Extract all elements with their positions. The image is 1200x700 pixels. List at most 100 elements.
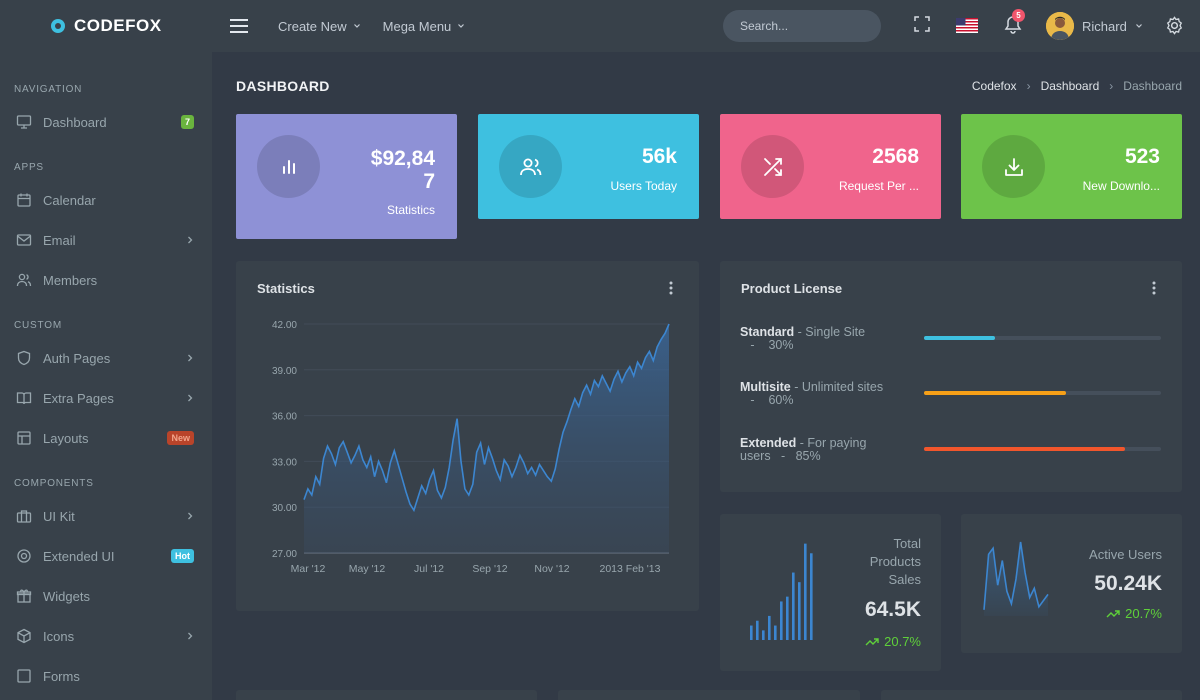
- sidebar-item-widgets[interactable]: Widgets: [0, 576, 212, 616]
- bar: [756, 620, 759, 640]
- breadcrumb: Codefox › Dashboard › Dashboard: [972, 79, 1182, 93]
- chevron-right-icon: [188, 512, 193, 520]
- active-users-line-chart: [983, 541, 1049, 616]
- total-sales-label: Total Products Sales: [870, 535, 921, 589]
- card-stub: [236, 690, 537, 700]
- sidebar-item-members[interactable]: Members: [0, 260, 212, 300]
- sidebar-item-extra-pages[interactable]: Extra Pages: [0, 378, 212, 418]
- sidebar-item-label: Layouts: [43, 430, 89, 446]
- stat-card-requests: 2568 Request Per ...: [720, 114, 941, 219]
- sidebar-item-calendar[interactable]: Calendar: [0, 180, 212, 220]
- sidebar-item-auth-pages[interactable]: Auth Pages: [0, 338, 212, 378]
- stat-value: $92,84 7: [371, 147, 435, 193]
- sidebar-item-extended-ui[interactable]: Extended UI Hot: [0, 536, 212, 576]
- page-title: DASHBOARD: [236, 78, 330, 94]
- area-fill: [304, 324, 669, 553]
- stat-value: 2568: [872, 145, 919, 168]
- stat-label: Users Today: [610, 179, 677, 193]
- nav-heading-components: COMPONENTS: [14, 478, 94, 489]
- badge: Hot: [171, 549, 194, 563]
- license-progress-track: [924, 336, 1161, 340]
- users-icon: [519, 158, 541, 175]
- search-box: [723, 10, 895, 42]
- sidebar-item-forms[interactable]: Forms: [0, 656, 212, 696]
- x-tick-label: Nov '12: [534, 563, 569, 575]
- sidebar-item-layouts[interactable]: Layouts New: [0, 418, 212, 458]
- bar: [780, 601, 783, 640]
- license-progress-fill: [924, 447, 1126, 451]
- breadcrumb-item[interactable]: Codefox: [971, 79, 1017, 93]
- license-name: Standard: [740, 325, 795, 339]
- series-line: [303, 323, 670, 513]
- stat-value-line: $92,84: [370, 147, 435, 170]
- bar: [804, 543, 807, 640]
- forms-icon: [17, 669, 31, 683]
- sidebar: CODEFOX NAVIGATION Dashboard 7 APPS Cale…: [0, 0, 212, 700]
- logo-text: CODEFOX: [74, 16, 162, 35]
- us-flag-icon[interactable]: [956, 18, 978, 33]
- sidebar-item-ui-kit[interactable]: UI Kit: [0, 496, 212, 536]
- x-tick-label: Mar '12: [291, 563, 326, 575]
- license-percent: 85%: [795, 449, 821, 463]
- breadcrumb-item-active: Dashboard: [1123, 79, 1182, 93]
- sidebar-item-dashboard[interactable]: Dashboard 7: [0, 102, 212, 142]
- more-vertical-icon[interactable]: [1152, 281, 1156, 295]
- license-row-standard: Standard - Single Site - 30%: [740, 325, 1161, 366]
- package-icon: [17, 628, 31, 644]
- sidebar-item-label: Extra Pages: [43, 390, 114, 406]
- mega-menu[interactable]: Mega Menu: [383, 19, 466, 34]
- menu-icon[interactable]: [230, 19, 248, 33]
- sidebar-item-email[interactable]: Email: [0, 220, 212, 260]
- sidebar-item-label: Auth Pages: [43, 350, 111, 366]
- settings-icon[interactable]: [1165, 16, 1184, 35]
- y-tick-label: 42.00: [272, 320, 297, 331]
- bar: [768, 615, 771, 640]
- stat-value: 56k: [641, 145, 677, 168]
- nav-heading-custom: CUSTOM: [14, 320, 62, 331]
- statistics-area-chart: 42.00 39.00 36.00 33.00 30.00 27.00 Mar '12 May…: [272, 320, 670, 575]
- card-title: Statistics: [257, 281, 315, 296]
- breadcrumb-item[interactable]: Dashboard: [1040, 79, 1100, 93]
- stat-card-statistics: $92,84 7 Statistics: [236, 114, 457, 239]
- search-input[interactable]: [740, 19, 895, 33]
- license-progress-track: [924, 447, 1161, 451]
- bar: [774, 625, 777, 640]
- create-new-label: Create New: [278, 18, 347, 34]
- sidebar-item-label: Members: [43, 272, 98, 288]
- badge: 7: [180, 115, 194, 129]
- more-vertical-icon[interactable]: [669, 281, 673, 295]
- life-buoy-icon: [17, 549, 31, 563]
- active-users-value: 50.24K: [1094, 572, 1162, 595]
- users-icon: [16, 273, 32, 287]
- license-name: Multisite: [740, 380, 791, 394]
- create-new-menu[interactable]: Create New: [278, 19, 361, 34]
- license-name: Extended: [740, 436, 797, 450]
- license-desc: - For paying users: [740, 436, 867, 463]
- topbar: Create New Mega Menu 5 Richard: [212, 0, 1200, 52]
- license-percent: 60%: [768, 393, 794, 407]
- license-desc: - Single Site: [797, 325, 866, 339]
- breadcrumb-separator: ›: [1109, 79, 1114, 93]
- sidebar-item-label: Email: [43, 232, 76, 248]
- stat-icon-circle: [741, 135, 804, 198]
- logo[interactable]: CODEFOX: [0, 0, 212, 52]
- label-line: Products: [869, 554, 921, 569]
- card-title: Product License: [741, 281, 843, 296]
- fullscreen-icon[interactable]: [914, 16, 930, 32]
- bar: [810, 553, 813, 640]
- user-menu[interactable]: Richard: [1046, 12, 1143, 40]
- stat-value: 523: [1124, 145, 1160, 168]
- x-tick-label: Jul '12: [414, 563, 444, 575]
- license-desc: - Unlimited sites: [794, 380, 884, 394]
- sidebar-item-icons[interactable]: Icons: [0, 616, 212, 656]
- briefcase-icon: [16, 510, 32, 523]
- stat-icon-circle: [499, 135, 562, 198]
- total-sales-value: 64.5K: [864, 598, 921, 621]
- book-icon: [16, 392, 32, 405]
- series-line: [983, 541, 1049, 610]
- avatar-image: [1046, 12, 1074, 40]
- calendar-icon: [17, 193, 31, 207]
- logo-icon: [51, 19, 65, 33]
- statistics-card: Statistics 42.00 39.00 36.00 33.00 30.00 27.0…: [236, 261, 699, 611]
- mega-menu-label: Mega Menu: [382, 18, 452, 34]
